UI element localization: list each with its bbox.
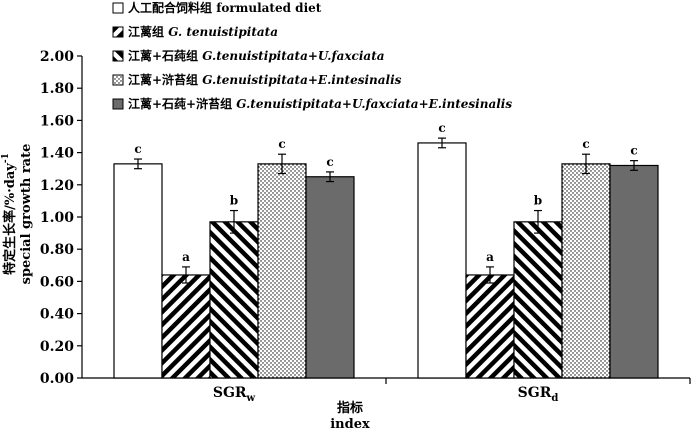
- significance-letter: b: [230, 194, 238, 208]
- legend-label: 江蓠+石莼+浒苔组 G.tenuistipitata+U.faxciata+E.…: [128, 96, 512, 111]
- legend-swatch: [112, 74, 124, 86]
- y-axis-title: 特定生长率/%·day-1 special growth rate: [1, 144, 34, 285]
- y-axis-title-en: special growth rate: [19, 144, 34, 285]
- legend-swatch: [112, 50, 124, 62]
- y-tick-label: 1.20: [40, 178, 74, 194]
- legend-swatch: [112, 26, 124, 38]
- bar: [561, 163, 611, 379]
- bar: [465, 274, 515, 379]
- svg-text:特定生长率/%·day-1: 特定生长率/%·day-1: [1, 153, 18, 275]
- x-axis-title-en: index: [330, 417, 370, 431]
- significance-letter: c: [134, 142, 141, 156]
- bar: [513, 221, 563, 379]
- significance-letter: c: [630, 144, 637, 158]
- y-tick-label: 1.80: [40, 81, 74, 97]
- y-tick-label: 1.40: [40, 146, 74, 162]
- legend-label: 江蓠组 G. tenuistipitata: [128, 24, 278, 39]
- significance-letter: a: [486, 250, 494, 264]
- bar: [161, 274, 211, 379]
- x-axis-title-cn: 指标: [337, 400, 363, 416]
- bar: [257, 163, 307, 379]
- y-tick-label: 0.60: [40, 274, 74, 290]
- y-tick-label: 0.20: [40, 339, 74, 355]
- plot-area: 0.00 0.20 0.40 0.60 0.80 1.00 1.20 1.40 1.60 1.80…: [40, 49, 691, 404]
- legend-label: 江蓠+浒苔组 G.tenuistipitata+E.intesinalis: [128, 72, 402, 87]
- y-tick-label: 2.00: [40, 49, 74, 65]
- legend-swatch: [112, 2, 124, 14]
- legend-label: 人工配合饲料组 formulated diet: [128, 0, 322, 15]
- bar: [609, 164, 659, 379]
- x-tick-label: SGRd: [518, 385, 559, 404]
- y-tick-label: 0.00: [40, 371, 74, 387]
- significance-letter: c: [278, 137, 285, 151]
- y-axis-title-cn: 特定生长率/%·day: [2, 163, 18, 275]
- legend-swatch: [112, 98, 124, 110]
- y-tick-label: 1.60: [40, 113, 74, 129]
- legend-label: 江蓠+石莼组 G.tenuistipitata+U.faxciata: [128, 48, 385, 63]
- significance-letter: a: [182, 250, 190, 264]
- bar: [305, 176, 355, 379]
- legend: 人工配合饲料组 formulated diet 江蓠组 G. tenuistipi…: [112, 0, 512, 111]
- x-tick-label: SGRw: [213, 385, 256, 404]
- significance-letter: c: [326, 155, 333, 169]
- significance-letter: b: [534, 194, 542, 208]
- y-tick-label: 0.80: [40, 242, 74, 258]
- bar: [113, 163, 163, 379]
- y-tick-label: 0.40: [40, 307, 74, 323]
- significance-letter: c: [582, 137, 589, 151]
- bar: [209, 221, 259, 379]
- y-axis-title-sup: -1: [1, 153, 11, 163]
- bar: [417, 142, 467, 379]
- y-tick-label: 1.00: [40, 210, 74, 226]
- significance-letter: c: [438, 121, 445, 135]
